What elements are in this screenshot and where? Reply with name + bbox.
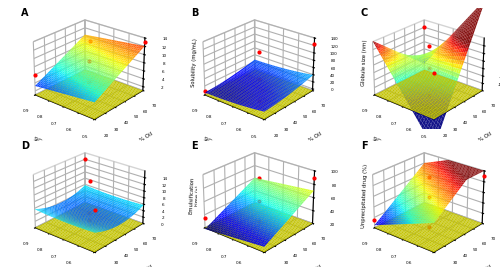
Y-axis label: % Oil: % Oil <box>308 131 323 143</box>
Y-axis label: % Oil: % Oil <box>308 264 323 267</box>
Y-axis label: % Oil: % Oil <box>478 131 492 143</box>
Text: D: D <box>22 141 30 151</box>
X-axis label: S/Co-s: S/Co-s <box>202 136 220 147</box>
X-axis label: S/Co-s: S/Co-s <box>32 136 50 147</box>
X-axis label: S/Co-s: S/Co-s <box>372 136 390 147</box>
Y-axis label: % Oil: % Oil <box>478 264 492 267</box>
Text: A: A <box>22 8 29 18</box>
Text: E: E <box>191 141 198 151</box>
Y-axis label: % Oil: % Oil <box>138 131 153 143</box>
Text: B: B <box>191 8 198 18</box>
Text: F: F <box>360 141 368 151</box>
Text: C: C <box>360 8 368 18</box>
Y-axis label: % Oil: % Oil <box>138 264 153 267</box>
